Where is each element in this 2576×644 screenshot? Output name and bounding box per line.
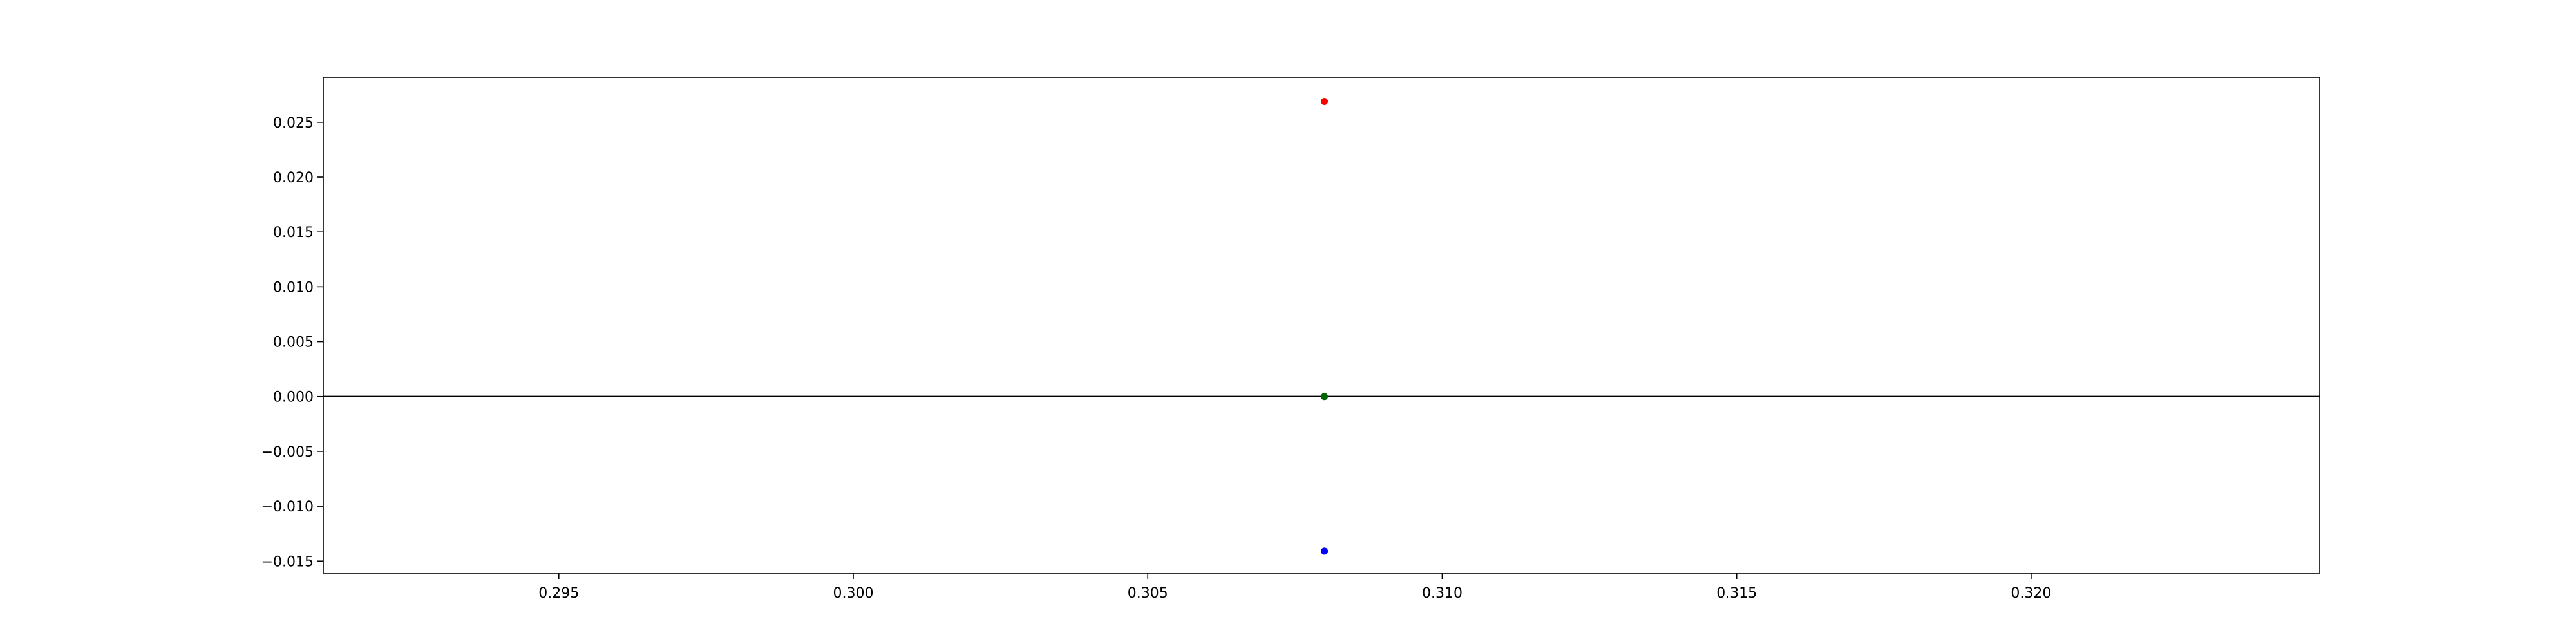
x-axis: 0.295 0.300 0.305 0.310 0.315 0.320: [538, 573, 2051, 601]
y-tick-label: −0.005: [261, 444, 314, 460]
y-tick-label: 0.020: [273, 170, 314, 186]
y-tick-label: 0.010: [273, 279, 314, 296]
y-tick-label: 0.005: [273, 335, 314, 351]
y-tick-label: 0.025: [273, 115, 314, 131]
data-point: [1321, 393, 1329, 401]
x-tick-label: 0.295: [538, 585, 579, 601]
y-tick-label: −0.010: [261, 499, 314, 515]
x-tick-label: 0.300: [833, 585, 874, 601]
points-layer: [1321, 97, 1329, 555]
x-tick-label: 0.310: [1422, 585, 1463, 601]
x-tick-label: 0.315: [1716, 585, 1757, 601]
y-tick-label: 0.000: [273, 390, 314, 406]
y-tick-label: −0.015: [261, 554, 314, 570]
y-axis: −0.015 −0.010 −0.005 0.000 0.005 0.010 0.015 0.…: [261, 115, 323, 570]
data-point: [1321, 97, 1329, 105]
data-point: [1321, 547, 1329, 555]
x-tick-label: 0.320: [2011, 585, 2051, 601]
plot-frame: [323, 77, 2320, 574]
y-tick-label: 0.015: [273, 225, 314, 241]
x-tick-label: 0.305: [1128, 585, 1168, 601]
